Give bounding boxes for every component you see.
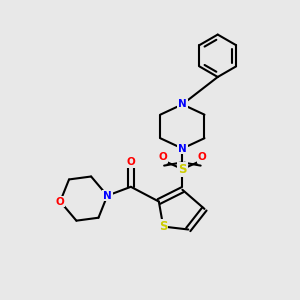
Text: N: N (103, 190, 112, 201)
Text: O: O (158, 152, 167, 162)
Text: N: N (178, 99, 187, 110)
Text: O: O (127, 157, 135, 167)
Text: O: O (198, 152, 206, 162)
Text: S: S (178, 163, 187, 176)
Text: O: O (56, 196, 64, 206)
Text: N: N (103, 190, 112, 201)
Text: S: S (159, 220, 167, 233)
Text: N: N (178, 143, 187, 154)
